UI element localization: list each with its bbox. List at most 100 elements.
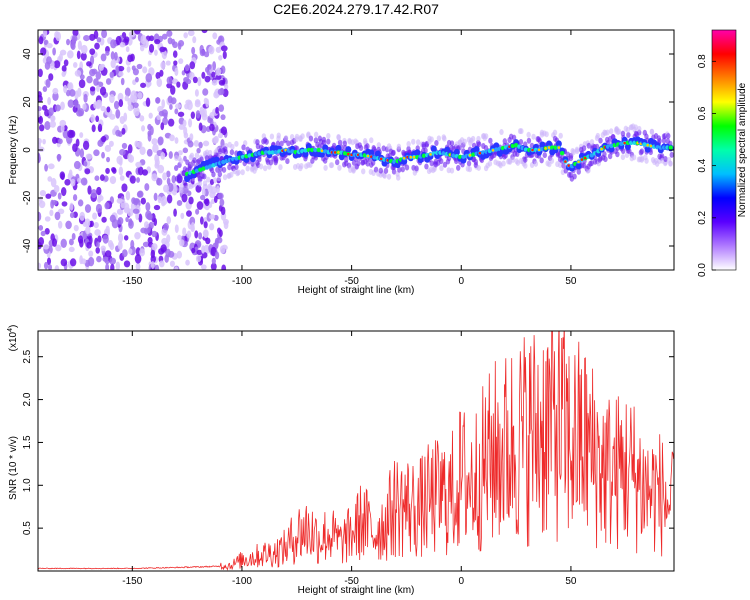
noise-speck [186,210,192,217]
ridge-core-low [322,144,329,152]
noise-speck [38,94,43,103]
ridge-halo [344,156,349,163]
noise-speck [38,153,41,163]
snr-x-ticks: -150 -100 -50 0 50 [122,331,577,587]
ridge-peak [564,160,567,163]
noise-speck [71,233,76,241]
noise-speck [203,221,208,229]
noise-speck [155,72,161,80]
ridge-core-low [345,146,352,153]
ridge-halo [262,137,268,144]
noise-speck [100,245,106,252]
noise-speck [220,45,228,52]
ridge-halo [279,140,284,147]
noise-speck [197,76,202,87]
ridge-core-low [473,146,480,153]
ridge-halo [518,139,524,146]
noise-speck [109,242,115,251]
noise-speck [203,97,208,104]
ridge-halo [620,154,626,161]
ridge-halo [400,166,405,173]
noise-speck [174,224,179,234]
ridge-core [290,149,295,154]
ridge-halo [644,157,649,164]
noise-speck [130,90,137,100]
ridge-halo [188,154,194,161]
spectrogram-y-tick-label: -20 [22,190,33,205]
noise-speck [206,64,212,70]
ridge-halo [310,157,315,164]
noise-speck [157,136,164,146]
noise-speck [88,250,94,257]
noise-speck [171,175,176,184]
noise-speck [115,129,121,137]
noise-speck [169,134,175,142]
ridge-halo [308,135,314,142]
ridge-halo [415,139,421,146]
snr-x-tick-label: 0 [458,576,464,587]
noise-speck [217,132,224,139]
ridge-halo [306,131,311,138]
noise-speck [70,39,75,49]
noise-speck [210,262,217,270]
noise-speck [109,113,116,120]
noise-speck [169,104,173,110]
ridge-halo [637,125,642,132]
noise-speck [79,255,83,265]
noise-speck [65,220,72,230]
noise-speck [93,101,99,109]
ridge-halo [173,165,179,172]
noise-speck [44,109,50,117]
noise-speck [127,104,134,112]
ridge-halo [523,162,528,169]
noise-speck [67,50,74,59]
ridge-halo [414,165,419,172]
noise-speck [161,33,168,40]
noise-speck [221,264,227,270]
noise-speck [201,71,206,79]
snr-multiplier-base: (x10 [8,331,19,351]
noise-speck [85,153,93,160]
noise-speck [113,100,120,110]
noise-speck [156,78,163,88]
ridge-halo [321,136,327,143]
noise-speck [73,160,81,170]
spectrogram-x-tick-label: 0 [458,276,464,287]
noise-speck [90,114,95,123]
ridge-halo [439,158,444,165]
noise-speck [49,120,56,128]
noise-speck [136,191,143,198]
ridge-halo [361,168,366,175]
noise-speck [154,49,158,56]
noise-speck [46,56,52,65]
noise-speck [135,76,139,83]
noise-speck [132,102,139,108]
ridge-halo [536,136,541,143]
noise-speck [113,51,118,61]
noise-speck [38,211,42,222]
ridge-halo [202,173,207,180]
noise-speck [38,124,45,132]
noise-speck [140,82,147,88]
snr-series-line [38,331,674,571]
noise-speck [40,230,46,237]
noise-speck [95,71,102,80]
noise-speck [100,135,107,143]
noise-speck [159,260,165,268]
ridge-halo [215,166,220,173]
noise-speck [136,177,141,183]
ridge-halo [206,176,211,183]
snr-y-tick-label: 2.5 [22,349,33,363]
noise-speck [134,30,141,35]
noise-speck [154,158,160,167]
noise-speck [124,36,130,43]
noise-speck [135,161,142,168]
ridge-halo [429,136,434,143]
noise-speck [214,251,220,260]
ridge-halo [299,162,304,169]
ridge-halo [470,135,476,142]
ridge-halo [507,158,512,165]
noise-speck [145,73,153,83]
noise-speck [137,92,143,99]
